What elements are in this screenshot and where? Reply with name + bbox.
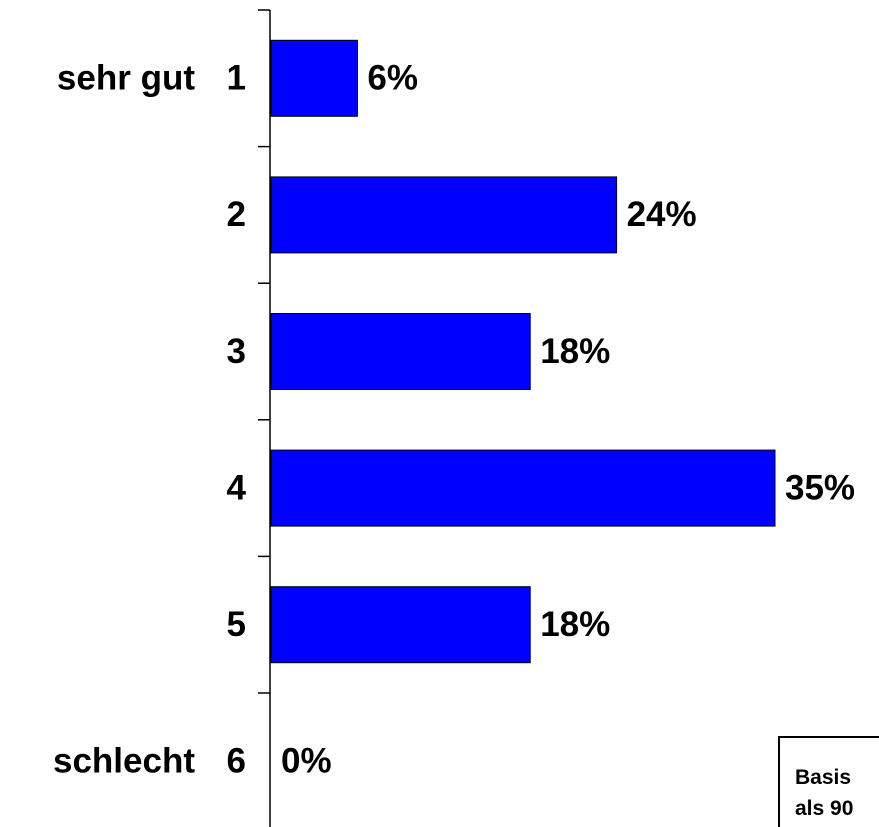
scale-label: sehr gut <box>57 59 195 98</box>
category-label: 1 <box>227 59 246 98</box>
note-line: als 90 <box>795 797 853 820</box>
category-label: 6 <box>227 742 246 781</box>
bar <box>270 313 531 390</box>
scale-label: schlecht <box>53 742 195 781</box>
value-label: 0% <box>281 742 332 781</box>
category-label: 5 <box>227 605 246 644</box>
value-label: 6% <box>367 59 418 98</box>
bar <box>270 39 358 117</box>
bar <box>270 586 531 664</box>
category-label: 2 <box>227 195 246 234</box>
value-label: 18% <box>540 605 610 644</box>
note-box <box>778 736 879 827</box>
bar <box>270 449 776 527</box>
category-label: 4 <box>227 468 247 507</box>
note-line: Basis <box>795 766 851 789</box>
value-label: 18% <box>540 332 610 371</box>
value-label: 24% <box>627 195 697 234</box>
value-label: 35% <box>785 468 855 507</box>
category-label: 3 <box>227 332 246 371</box>
bar <box>270 176 618 254</box>
